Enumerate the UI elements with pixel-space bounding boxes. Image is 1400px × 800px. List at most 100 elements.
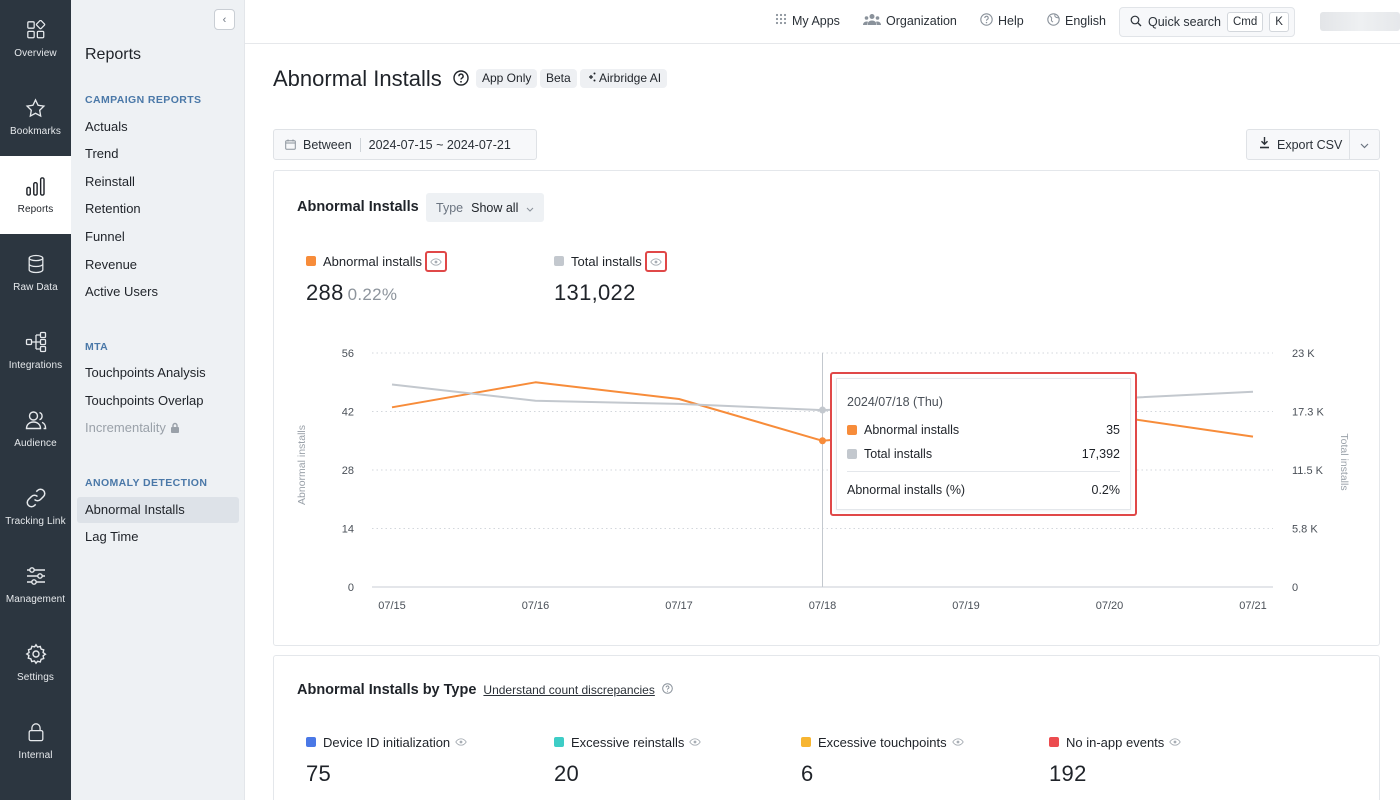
user-menu[interactable]	[1320, 12, 1400, 31]
eye-icon	[430, 254, 442, 269]
help-label: Help	[998, 14, 1024, 28]
help-button[interactable]: Help	[980, 13, 1024, 29]
metric-abnormal-value: 288	[306, 280, 344, 305]
sidebar-title: Reports	[85, 46, 142, 63]
overview-icon	[25, 19, 47, 41]
kbd-k: K	[1269, 12, 1289, 32]
sidebar-item-lag-time[interactable]: Lag Time	[85, 529, 139, 544]
eye-icon	[650, 254, 662, 269]
type-metric-excessive-touchpoints: Excessive touchpoints 6	[801, 732, 964, 787]
export-csv-control: Export CSV	[1246, 129, 1380, 160]
understand-count-discrepancies-link[interactable]: Understand count discrepancies	[483, 683, 655, 697]
type-label-device-id: Device ID initialization	[323, 734, 451, 750]
grid-icon	[775, 13, 787, 28]
date-range-value: 2024-07-15 ~ 2024-07-21	[368, 137, 511, 152]
question-circle-icon[interactable]	[662, 682, 673, 698]
export-options-dropdown[interactable]	[1350, 130, 1379, 159]
sidebar-item-active-users[interactable]: Active Users	[85, 284, 158, 299]
swatch-no-in-app-events	[1049, 737, 1059, 747]
chart-card-title: Abnormal Installs	[297, 199, 419, 215]
badge-app-only: App Only	[476, 69, 538, 88]
metric-abnormal-pct: 0.22%	[347, 285, 398, 304]
nav-audience[interactable]: Audience	[0, 390, 71, 468]
nav-raw-data[interactable]: Raw Data	[0, 234, 71, 312]
legend-swatch-total	[554, 256, 564, 266]
badge-airbridge-ai: Airbridge AI	[580, 69, 668, 88]
title-help-icon[interactable]	[453, 70, 469, 89]
bar-chart-icon	[25, 175, 47, 197]
type-metric-excessive-reinstalls: Excessive reinstalls 20	[554, 732, 702, 787]
tooltip-row-total: Total installs 17,392	[847, 447, 1120, 461]
type-value-excessive-reinstalls: 20	[554, 761, 580, 786]
type-label-excessive-touchpoints: Excessive touchpoints	[818, 734, 947, 750]
my-apps-button[interactable]: My Apps	[775, 13, 840, 28]
abnormal-installs-by-type-card: Abnormal Installs by Type Understand cou…	[273, 655, 1380, 800]
organization-button[interactable]: Organization	[863, 13, 957, 28]
globe-icon	[1047, 13, 1060, 29]
sidebar-item-touchpoints-analysis[interactable]: Touchpoints Analysis	[85, 365, 206, 380]
eye-icon[interactable]	[689, 738, 702, 746]
chevron-down-icon	[1360, 138, 1369, 152]
question-circle-icon	[980, 13, 993, 29]
nav-management[interactable]: Management	[0, 546, 71, 624]
date-range-filter[interactable]: Between 2024-07-15 ~ 2024-07-21	[273, 129, 537, 160]
divider	[359, 137, 361, 152]
nav-internal[interactable]: Internal	[0, 702, 71, 780]
eye-icon[interactable]	[951, 738, 964, 746]
sidebar-item-trend[interactable]: Trend	[85, 146, 119, 161]
type-filter-select[interactable]: Type Show all	[426, 193, 545, 222]
quick-search-button[interactable]: Quick search Cmd K	[1119, 7, 1295, 37]
badge-airbridge-ai-label: Airbridge AI	[599, 71, 662, 85]
nav-label: Settings	[17, 672, 54, 683]
sidebar-item-revenue[interactable]: Revenue	[85, 257, 138, 272]
sidebar-item-touchpoints-overlap[interactable]: Touchpoints Overlap	[85, 393, 204, 408]
sidebar-item-retention[interactable]: Retention	[85, 201, 141, 216]
collapse-sidebar-button[interactable]: ‹	[214, 9, 235, 30]
organization-label: Organization	[886, 13, 957, 28]
nav-settings[interactable]: Settings	[0, 624, 71, 702]
nav-integrations[interactable]: Integrations	[0, 312, 71, 390]
sidebar-item-reinstall[interactable]: Reinstall	[85, 174, 135, 189]
nav-label: Tracking Link	[5, 516, 66, 527]
eye-toggle-abnormal[interactable]	[425, 250, 447, 272]
export-csv-button[interactable]: Export CSV	[1247, 130, 1350, 159]
eye-icon[interactable]	[455, 738, 467, 746]
chevron-down-icon	[526, 201, 534, 215]
eye-icon[interactable]	[1169, 738, 1182, 746]
lock-icon	[25, 721, 47, 743]
sidebar-item-abnormal-installs[interactable]: Abnormal Installs	[77, 497, 239, 523]
top-bar: My Apps Organization Help English Quick …	[245, 0, 1400, 44]
language-button[interactable]: English	[1047, 13, 1106, 29]
nav-label: Overview	[14, 48, 57, 59]
metric-total-installs: Total installs 131,022	[554, 250, 667, 306]
tooltip-swatch-abnormal	[847, 425, 857, 435]
language-label: English	[1065, 14, 1106, 28]
tooltip-abnormal-value: 35	[1106, 423, 1120, 437]
my-apps-label: My Apps	[792, 13, 840, 28]
nav-tracking-link[interactable]: Tracking Link	[0, 468, 71, 546]
sidebar-item-funnel[interactable]: Funnel	[85, 229, 125, 244]
nav-reports[interactable]: Reports	[0, 156, 71, 234]
tooltip-total-value: 17,392	[1081, 447, 1120, 461]
sidebar-item-actuals[interactable]: Actuals	[85, 119, 128, 134]
eye-toggle-total[interactable]	[644, 250, 667, 272]
tooltip-date: 2024/07/18 (Thu)	[847, 395, 943, 409]
type-value-device-id: 75	[306, 761, 332, 786]
integrations-icon	[25, 331, 47, 353]
metric-total-value: 131,022	[554, 280, 636, 305]
star-icon	[25, 97, 47, 119]
nav-bookmarks[interactable]: Bookmarks	[0, 78, 71, 156]
nav-label: Management	[5, 594, 66, 605]
nav-label: Reports	[17, 204, 54, 215]
tooltip-swatch-total	[847, 449, 857, 459]
quick-search-label: Quick search	[1148, 15, 1221, 29]
reports-sidebar: ‹ Reports CAMPAIGN REPORTS Actuals Trend…	[71, 0, 245, 800]
main-nav-rail: Overview Bookmarks Reports Raw Data Integrat…	[0, 0, 71, 800]
nav-label: Integrations	[8, 360, 63, 371]
sliders-icon	[25, 565, 47, 587]
nav-overview[interactable]: Overview	[0, 0, 71, 78]
search-icon	[1130, 15, 1142, 30]
tooltip-ratio-label: Abnormal installs (%)	[847, 483, 966, 497]
nav-label: Audience	[14, 438, 57, 449]
badge-beta: Beta	[540, 69, 577, 88]
